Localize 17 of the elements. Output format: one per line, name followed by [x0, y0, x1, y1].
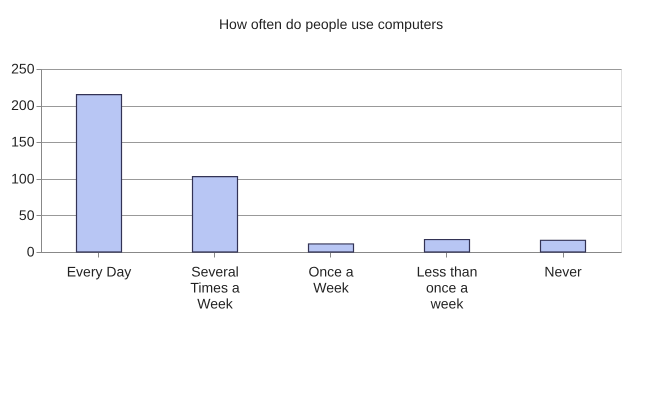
x-tick-label: Several Times a Week [190, 264, 240, 312]
bar [424, 238, 470, 253]
y-tick-label: 150 [11, 134, 35, 150]
bar [308, 243, 354, 253]
x-tick-label: Once a Week [308, 264, 354, 296]
bar [540, 240, 586, 253]
y-tick-label: 0 [26, 244, 35, 260]
x-tick-label: Every Day [66, 264, 132, 280]
y-tick-label: 250 [11, 60, 35, 76]
y-tick-label: 200 [11, 97, 35, 114]
y-tick-label: 50 [18, 206, 35, 223]
chart-title: How often do people use computers [218, 16, 444, 32]
bar [76, 94, 122, 253]
x-tick-label: Never [544, 264, 582, 280]
x-tick-label: Less than once a week [416, 264, 478, 312]
bar [192, 176, 238, 253]
y-tick-label: 100 [11, 170, 35, 186]
